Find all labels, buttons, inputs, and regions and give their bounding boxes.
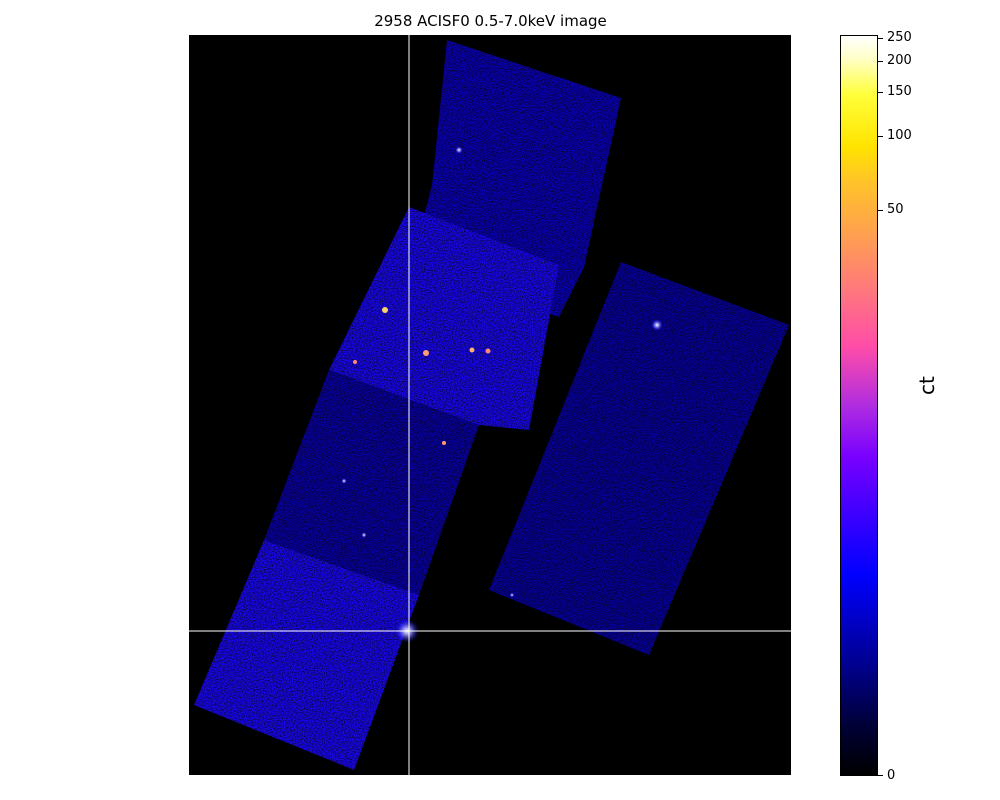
photon-noise: [189, 35, 791, 776]
colorbar-label: ct: [915, 376, 939, 395]
colorbar-tick: [878, 38, 883, 39]
colorbar-tick: [878, 92, 883, 93]
image-bottom-edge: [189, 775, 791, 776]
crosshair: [189, 35, 791, 776]
colorbar-tick-label: 200: [887, 53, 912, 68]
image-title: 2958 ACISF0 0.5-7.0keV image: [374, 12, 607, 30]
sky-image-canvas: [189, 35, 791, 776]
colorbar-tick: [878, 61, 883, 62]
colorbar-tick-label: 150: [887, 84, 912, 99]
colorbar-tick-label: 100: [887, 128, 912, 143]
colorbar-tick-label: 250: [887, 30, 912, 45]
colorbar-tick: [878, 210, 883, 211]
colorbar: [840, 35, 878, 776]
colorbar-tick: [878, 775, 883, 776]
sky-image[interactable]: [189, 35, 791, 776]
colorbar-tick-label: 50: [887, 202, 904, 217]
colorbar-tick-label: 0: [887, 768, 896, 783]
colorbar-tick: [878, 136, 883, 137]
